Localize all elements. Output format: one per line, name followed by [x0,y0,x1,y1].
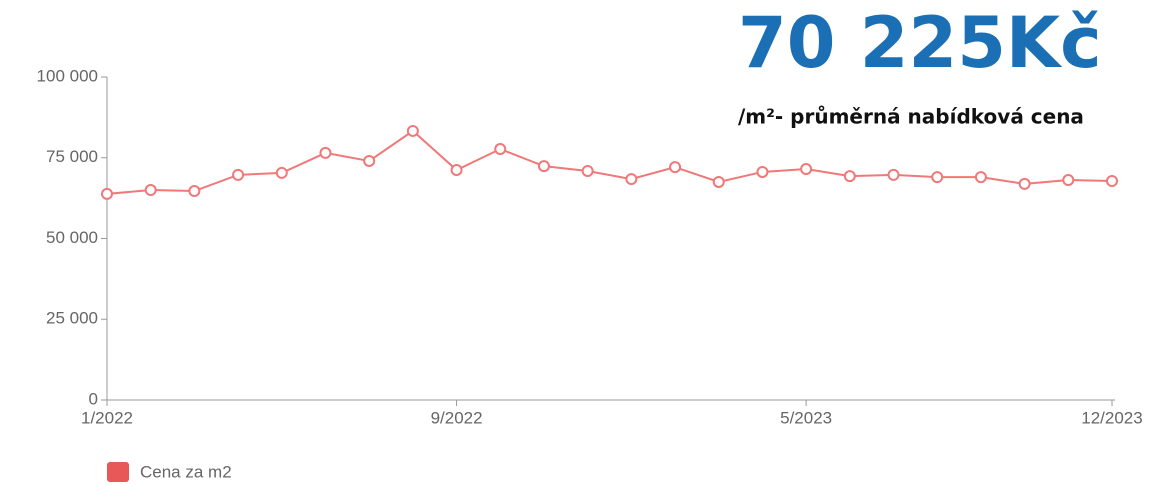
point [101,187,113,200]
x-tick-label: 5/2023 [780,408,832,427]
legend-label: Cena za m2 [140,462,232,481]
y-tick-label: 75 000 [46,147,98,166]
point [319,146,332,159]
point [537,160,550,173]
y-tick-label: 50 000 [46,228,98,247]
point [188,185,201,198]
point [1018,177,1031,190]
point [625,173,638,186]
y-tick-label: 25 000 [46,309,98,328]
point [144,184,157,197]
point [887,168,900,181]
point [275,166,288,179]
point [669,161,682,174]
point [931,171,944,184]
point [581,164,594,177]
point [232,168,245,181]
point [843,170,856,183]
x-tick-label: 1/2022 [81,408,133,427]
legend-swatch [107,462,129,482]
y-tick-label: 100 000 [37,66,98,85]
point [494,143,507,156]
subtitle: /m²- průměrná nabídková cena [738,105,1084,129]
point [800,163,813,176]
y-tick-label: 0 [89,389,98,408]
line [106,129,1113,195]
x-tick-label: 12/2023 [1081,408,1142,427]
point [363,154,376,167]
point [974,171,987,184]
point [406,124,419,137]
point [1106,175,1118,188]
headline: 70 225Kč [738,2,1102,84]
point [712,175,725,188]
x-tick-label: 9/2022 [431,408,483,427]
point [450,164,463,177]
point [1062,174,1075,187]
point [756,165,769,178]
